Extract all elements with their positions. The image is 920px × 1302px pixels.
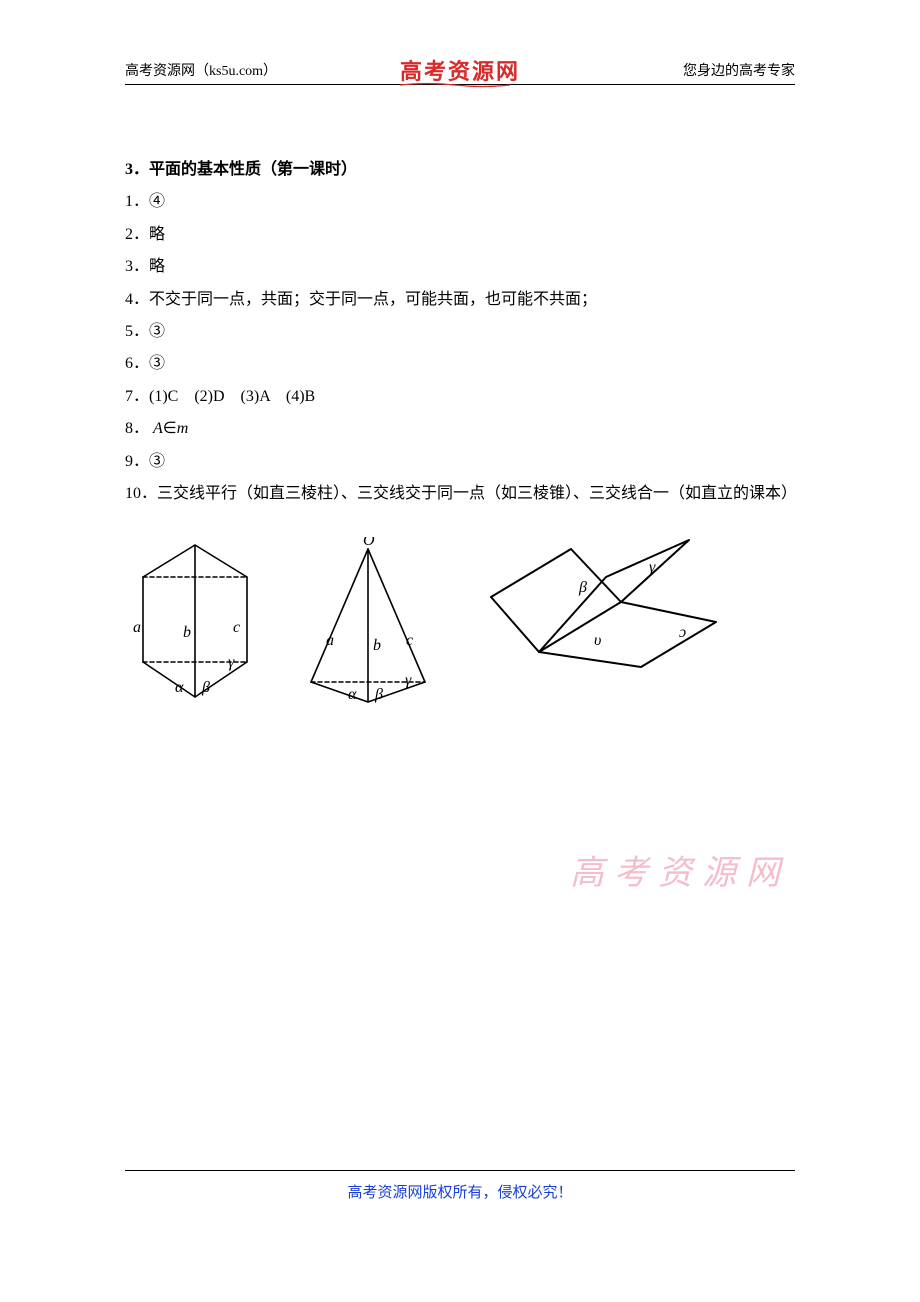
content-body: 3．平面的基本性质（第一课时） 1．④ 2．略 3．略 4．不交于同一点，共面；… xyxy=(125,155,795,712)
book-label-gamma: γ xyxy=(649,559,656,576)
prism-label-c: c xyxy=(233,619,240,636)
pyramid-label-beta: β xyxy=(374,686,383,703)
answer-7: 7．(1)C (2)D (3)A (4)B xyxy=(125,382,795,412)
book-figure: β γ υ ɔ xyxy=(471,537,721,682)
answer-9: 9．③ xyxy=(125,447,795,477)
header-right-text: 您身边的高考专家 xyxy=(683,60,795,80)
answer-6: 6．③ xyxy=(125,349,795,379)
pyramid-label-a: a xyxy=(326,632,334,649)
answer-8: 8． A∈m xyxy=(125,414,795,444)
section-title: 3．平面的基本性质（第一课时） xyxy=(125,155,795,185)
prism-label-b: b xyxy=(183,624,191,641)
answer-10: 10．三交线平行（如直三棱柱）、三交线交于同一点（如三棱锥）、三交线合一（如直立… xyxy=(125,479,795,509)
prism-label-a: a xyxy=(133,619,141,636)
page-footer: 高考资源网版权所有，侵权必究！ xyxy=(125,1170,795,1202)
book-label-beta: β xyxy=(578,579,587,596)
pyramid-label-c: c xyxy=(406,632,413,649)
header-left-text: 高考资源网（ks5u.com） xyxy=(125,60,277,80)
prism-figure: a b c α β γ xyxy=(125,537,265,712)
pyramid-label-b: b xyxy=(373,637,381,654)
header-center: 高考资源网 xyxy=(400,54,520,86)
prism-label-gamma: γ xyxy=(228,654,235,671)
pyramid-label-O: O xyxy=(363,537,375,549)
answer-5: 5．③ xyxy=(125,317,795,347)
answer-3: 3．略 xyxy=(125,252,795,282)
figures-row: a b c α β γ O a xyxy=(125,537,795,712)
header-underline-icon xyxy=(400,82,510,88)
header-center-text: 高考资源网 xyxy=(400,59,520,84)
book-label-q: ɔ xyxy=(679,624,686,641)
prism-label-alpha: α xyxy=(175,679,184,696)
pyramid-figure: O a b c α β γ xyxy=(293,537,443,712)
book-label-u: υ xyxy=(594,632,601,649)
pyramid-label-gamma: γ xyxy=(405,672,412,689)
answer-1: 1．④ xyxy=(125,187,795,217)
page-header: 高考资源网（ks5u.com） 高考资源网 您身边的高考专家 xyxy=(125,60,795,85)
answer-4: 4．不交于同一点，共面；交于同一点，可能共面，也可能不共面； xyxy=(125,285,795,315)
answer-2: 2．略 xyxy=(125,220,795,250)
watermark-text: 高考资源网 xyxy=(570,845,790,894)
pyramid-label-alpha: α xyxy=(348,686,357,703)
page: 高考资源网（ks5u.com） 高考资源网 您身边的高考专家 3．平面的基本性质… xyxy=(0,0,920,1302)
footer-text: 高考资源网版权所有，侵权必究！ xyxy=(347,1185,572,1201)
prism-label-beta: β xyxy=(201,679,210,696)
